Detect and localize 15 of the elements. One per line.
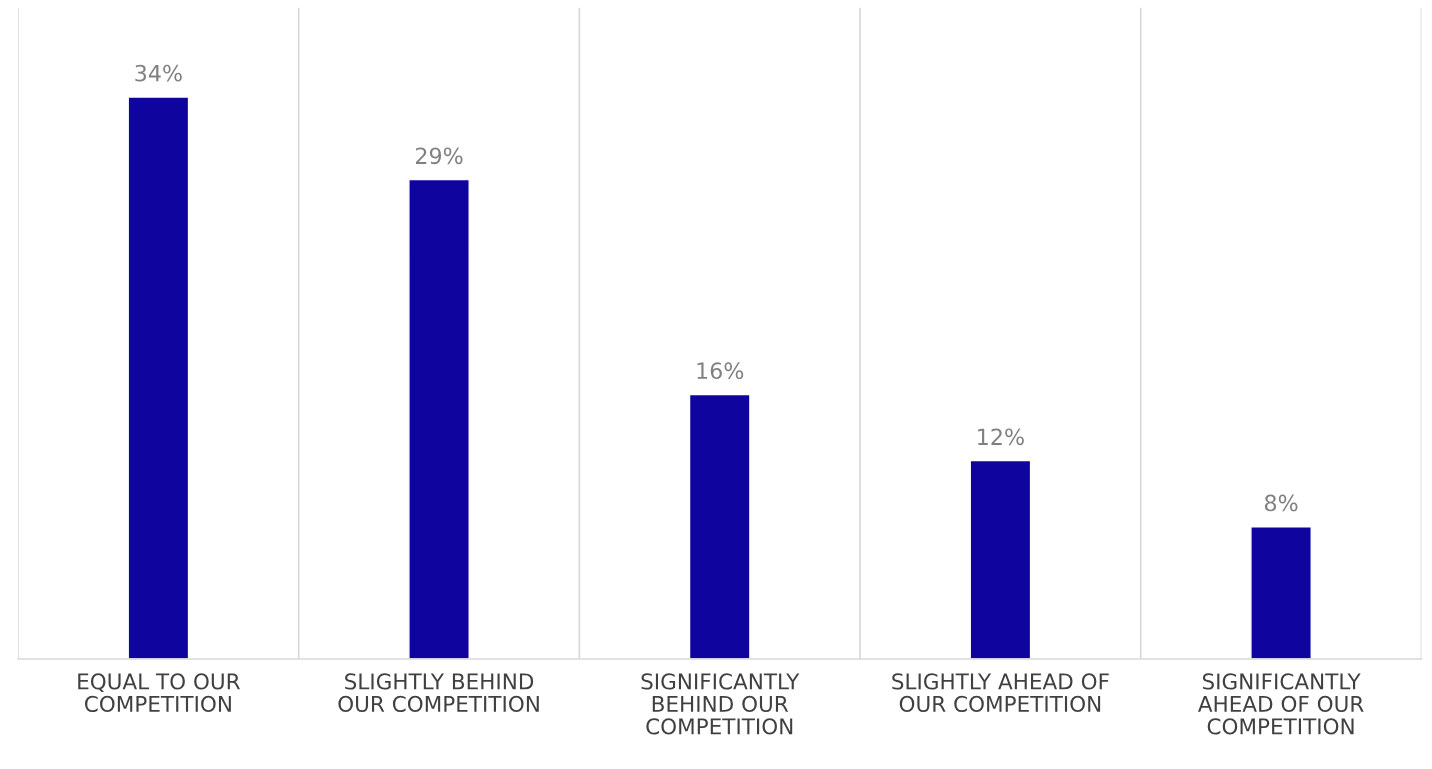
x-tick-label: SIGNIFICANTLY BEHIND OUR COMPETITION [641,673,800,735]
data-label: 34% [135,64,182,82]
bar [408,178,470,660]
x-tick-label: SLIGHTLY BEHIND OUR COMPETITION [338,673,539,713]
x-tick-label: EQUAL TO OUR COMPETITION [78,673,240,713]
x-tick-label: SIGNIFICANTLY AHEAD OF OUR COMPETITION [1197,673,1364,735]
bar [127,96,190,660]
bar [688,393,751,660]
bar [969,459,1032,660]
x-tick-label: SLIGHTLY AHEAD OF OUR COMPETITION [892,673,1109,713]
bar [1250,526,1312,660]
data-label: 16% [697,362,744,380]
data-label: 12% [978,428,1024,446]
data-label: 8% [1264,494,1298,512]
data-label: 29% [415,147,463,165]
